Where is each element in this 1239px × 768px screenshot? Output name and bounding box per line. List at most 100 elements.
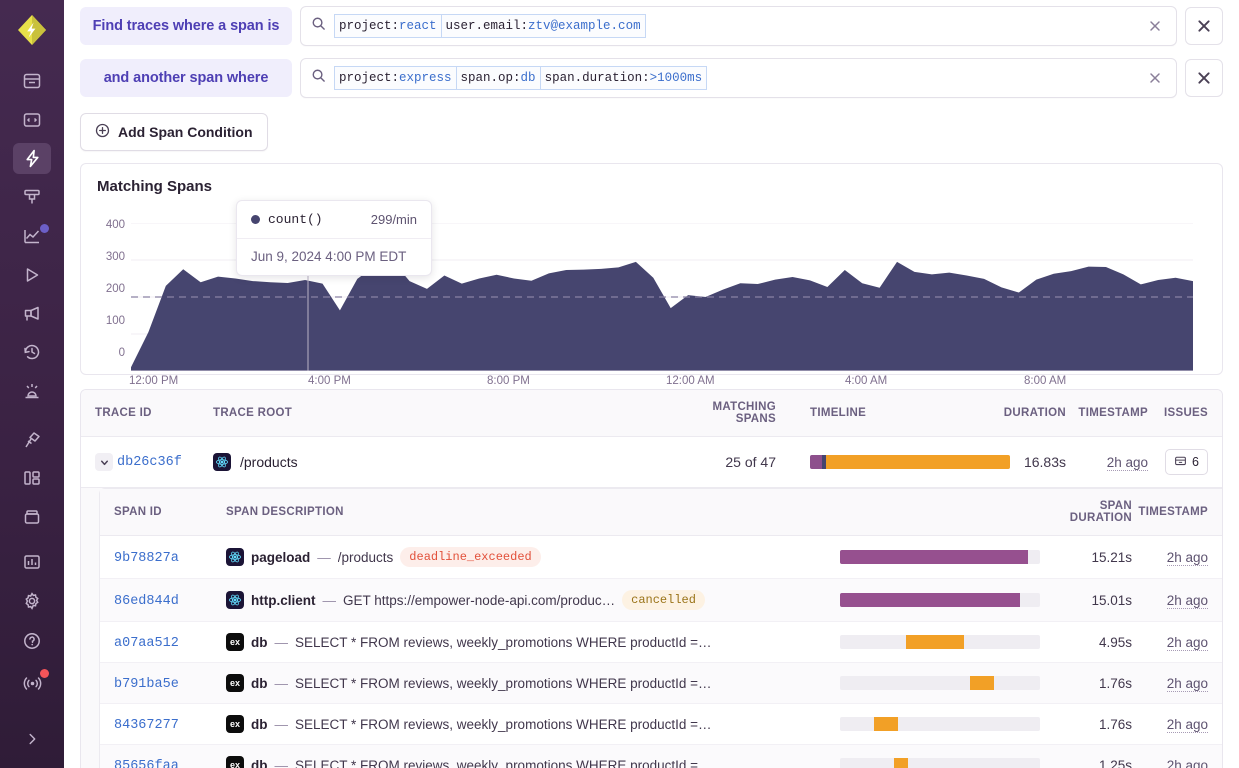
sidebar-item-explore[interactable] xyxy=(13,143,51,174)
span-timeline-bar xyxy=(840,717,1040,731)
span-description: GET https://empower-node-api.com/produc… xyxy=(343,592,616,608)
search-icon xyxy=(311,16,326,36)
sidebar-item-crons[interactable] xyxy=(13,337,51,368)
span-id-link[interactable]: 86ed844d xyxy=(114,593,179,609)
sidebar-item-issues[interactable] xyxy=(13,66,51,97)
span-row[interactable]: 85656faa ex db — SELECT * FROM reviews, week… xyxy=(100,745,1222,768)
table-row[interactable]: db26c36f xyxy=(81,437,1222,487)
span-timestamp-value: 2h ago xyxy=(1166,716,1208,733)
span-condition-row-2: and another span where project:express s… xyxy=(80,52,1223,104)
y-tick-300: 300 xyxy=(105,251,125,263)
span-description: /products xyxy=(337,549,394,565)
span-description-cell: ex db — SELECT * FROM reviews, weekly_promo… xyxy=(226,756,840,768)
trace-id-link[interactable]: db26c36f xyxy=(117,454,182,470)
sidebar-item-discover[interactable] xyxy=(13,424,51,455)
span-description-cell: ex db — SELECT * FROM reviews, weekly_promo… xyxy=(226,715,840,733)
span-timeline-bar xyxy=(840,635,1040,649)
sidebar-item-alerts[interactable] xyxy=(13,376,51,407)
span-op: pageload xyxy=(251,549,311,565)
sidebar-item-broadcasts[interactable] xyxy=(13,666,51,700)
timeline-segment xyxy=(874,717,898,731)
search-icon xyxy=(311,68,326,88)
trace-id-cell: db26c36f xyxy=(95,453,213,471)
timeline-segment xyxy=(840,550,1028,564)
sidebar-item-stats[interactable] xyxy=(13,547,51,578)
sidebar-item-package[interactable] xyxy=(13,502,51,533)
span-timeline-bar xyxy=(840,550,1040,564)
span-timestamp-cell: 2h ago xyxy=(1132,757,1208,768)
timeline-segment xyxy=(826,455,1010,469)
condition-label-1: Find traces where a span is xyxy=(80,7,292,45)
span-duration-cell: 1.76s xyxy=(1098,716,1132,732)
sidebar-item-replays[interactable] xyxy=(13,259,51,290)
span-id-link[interactable]: 85656faa xyxy=(114,758,179,768)
span-duration-cell: 4.95s xyxy=(1098,634,1132,650)
filter-token[interactable]: project:express xyxy=(334,65,457,91)
span-timeline-bar xyxy=(840,593,1040,607)
clear-input-icon[interactable] xyxy=(1142,13,1168,39)
span-id-link[interactable]: 84367277 xyxy=(114,717,179,733)
clear-input-icon[interactable] xyxy=(1142,65,1168,91)
span-duration-cell: 15.21s xyxy=(1091,549,1132,565)
span-id-link[interactable]: a07aa512 xyxy=(114,635,179,651)
sidebar-item-insights[interactable] xyxy=(13,182,51,213)
add-span-condition-button[interactable]: Add Span Condition xyxy=(80,113,268,151)
search-tokens-2: project:express span.op:db span.duration… xyxy=(334,65,1134,91)
sidebar-item-help[interactable] xyxy=(13,624,51,658)
separator-dash: — xyxy=(274,634,289,650)
sidebar-item-projects[interactable] xyxy=(13,105,51,136)
span-description-cell: ex db — SELECT * FROM reviews, weekly_promo… xyxy=(226,674,840,692)
timestamp-value: 2h ago xyxy=(1106,455,1148,471)
sidebar-item-settings[interactable] xyxy=(13,585,51,616)
chart-plot-area[interactable]: 400 300 200 100 0 12:00 PM 4:00 PM 8:00 … xyxy=(97,199,1206,387)
remove-condition-button-1[interactable] xyxy=(1185,7,1223,45)
sidebar-item-dashboards[interactable] xyxy=(13,221,51,252)
timeline-segment xyxy=(822,455,826,469)
span-row[interactable]: 86ed844d http.client — GET https://empower-… xyxy=(100,579,1222,622)
span-id-link[interactable]: b791ba5e xyxy=(114,676,179,692)
col-matching-spans: MATCHING SPANS xyxy=(712,401,776,425)
matching-spans-chart-panel: Matching Spans 400 300 200 100 0 12:00 P… xyxy=(80,163,1223,387)
span-description: SELECT * FROM reviews, weekly_promotions… xyxy=(295,634,712,650)
filter-token[interactable]: user.email:ztv@example.com xyxy=(440,13,646,39)
span-id-cell: 86ed844d xyxy=(114,592,226,609)
sidebar-item-releases[interactable] xyxy=(13,298,51,329)
sidebar-item-dashboards-grid[interactable] xyxy=(13,463,51,494)
timeline-segment xyxy=(894,758,908,768)
span-row[interactable]: a07aa512 ex db — SELECT * FROM reviews, week… xyxy=(100,622,1222,663)
trace-root-label: /products xyxy=(240,454,298,470)
timeline-segment xyxy=(970,676,994,690)
col-duration: DURATION xyxy=(1003,407,1066,419)
span-op: db xyxy=(251,634,268,650)
issues-cell: 6 xyxy=(1148,449,1208,475)
search-input-2[interactable]: project:express span.op:db span.duration… xyxy=(300,58,1177,98)
span-timestamp-cell: 2h ago xyxy=(1132,634,1208,651)
chevron-down-icon[interactable] xyxy=(95,453,113,471)
span-id-cell: b791ba5e xyxy=(114,675,226,692)
span-id-link[interactable]: 9b78827a xyxy=(114,550,179,566)
condition-label-2: and another span where xyxy=(80,59,292,97)
search-input-1[interactable]: project:react user.email:ztv@example.com xyxy=(300,6,1177,46)
y-tick-100: 100 xyxy=(105,315,125,327)
sentry-logo-icon[interactable] xyxy=(10,10,54,50)
span-timeline-cell xyxy=(840,593,1040,607)
span-row[interactable]: 9b78827a pageload — /products deadline_excee… xyxy=(100,536,1222,579)
x-tick-2: 8:00 PM xyxy=(487,375,530,387)
span-description: SELECT * FROM reviews, weekly_promotions… xyxy=(295,716,712,732)
issues-badge[interactable]: 6 xyxy=(1165,449,1208,475)
remove-condition-button-2[interactable] xyxy=(1185,59,1223,97)
filter-token[interactable]: span.duration:>1000ms xyxy=(539,65,708,91)
span-timestamp-value: 2h ago xyxy=(1166,634,1208,651)
span-row[interactable]: 84367277 ex db — SELECT * FROM reviews, week… xyxy=(100,704,1222,745)
sidebar-expand-button[interactable] xyxy=(13,722,51,756)
col-timestamp: TIMESTAMP xyxy=(1078,407,1148,419)
search-tokens-1: project:react user.email:ztv@example.com xyxy=(334,13,1134,39)
trace-root-cell: /products xyxy=(213,453,676,471)
duration-cell: 16.83s xyxy=(1023,454,1066,470)
series-marker-dot xyxy=(251,215,260,224)
span-timestamp-cell: 2h ago xyxy=(1132,549,1208,566)
filter-token[interactable]: project:react xyxy=(334,13,442,39)
span-row[interactable]: b791ba5e ex db — SELECT * FROM reviews, week… xyxy=(100,663,1222,704)
filter-token[interactable]: span.op:db xyxy=(455,65,541,91)
span-id-cell: 85656faa xyxy=(114,757,226,768)
